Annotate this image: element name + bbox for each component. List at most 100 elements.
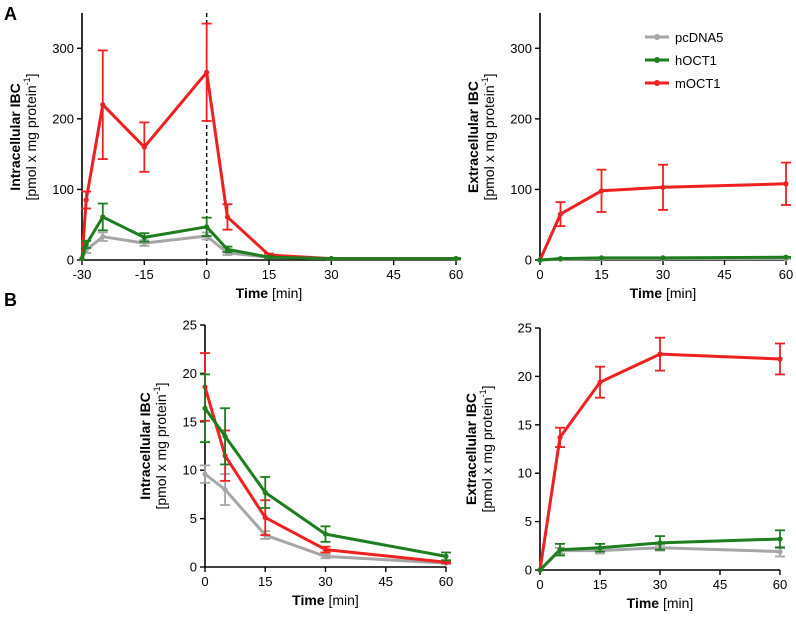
- data-point: [141, 234, 147, 241]
- y-tick-label: 10: [518, 466, 532, 481]
- data-point: [777, 356, 783, 362]
- y-axis-label-bracket: ]: [23, 73, 39, 77]
- x-axis-label-bold: Time: [292, 592, 325, 608]
- y-tick-label: 0: [67, 253, 74, 268]
- y-axis-label-unit-text: [pmol x mg protein: [481, 85, 497, 200]
- y-axis-label-superscript: -1: [480, 77, 490, 85]
- x-axis-label-unit: [min]: [268, 285, 302, 301]
- legend-marker-moct1: [654, 80, 660, 86]
- data-point: [537, 567, 543, 573]
- data-point: [262, 515, 268, 521]
- x-tick-label: 15: [258, 574, 272, 589]
- y-axis-label-unit: [pmol x mg protein-1]: [152, 382, 169, 509]
- y-axis-label: Extracellular IBC [pmol x mg protein-1]: [465, 73, 497, 200]
- x-tick-label: 45: [379, 574, 393, 589]
- x-tick-label: 30: [324, 267, 338, 282]
- series-hoct1: [200, 373, 451, 562]
- x-axis-label: Time [min]: [630, 285, 697, 301]
- data-point: [597, 545, 603, 551]
- y-tick-label: 20: [183, 366, 197, 381]
- data-point: [204, 224, 210, 230]
- y-tick-label: 200: [52, 111, 74, 126]
- x-tick-label: 30: [318, 574, 332, 589]
- data-point: [453, 255, 459, 262]
- legend-marker-pcdna5: [654, 34, 660, 40]
- data-point: [266, 254, 272, 260]
- series-moct1: [537, 336, 785, 573]
- data-point: [224, 246, 231, 253]
- x-tick-label: 45: [713, 577, 727, 592]
- x-tick-label: 30: [656, 267, 670, 282]
- y-axis-label: Extracellular IBC [pmol x mg protein-1]: [463, 385, 495, 512]
- x-tick-label: 0: [201, 574, 208, 589]
- y-axis-label-unit-text: [pmol x mg protein: [153, 394, 169, 509]
- data-point: [660, 184, 666, 190]
- y-tick-label: 0: [525, 563, 532, 578]
- y-axis-label-title: Extracellular IBC: [465, 81, 481, 193]
- y-tick-label: 15: [183, 414, 197, 429]
- legend-label-pcdna5: pcDNA5: [675, 30, 723, 45]
- data-point: [202, 471, 208, 477]
- data-point: [79, 255, 85, 262]
- x-axis-label-unit: [min]: [325, 592, 359, 608]
- x-axis-label-unit: [min]: [662, 285, 696, 301]
- chart-a1: 0 100 200 300 -30 -15 0 15 30 45 60 Time [min] Intra…: [7, 13, 463, 301]
- x-axis-label: Time [min]: [627, 595, 694, 611]
- data-point: [777, 549, 783, 555]
- y-tick-label: 200: [510, 111, 532, 126]
- legend-label-hoct1: hOCT1: [675, 53, 717, 68]
- series-hoct1: [537, 254, 791, 263]
- data-point: [262, 489, 268, 496]
- series-line: [80, 70, 456, 261]
- y-tick-label: 100: [510, 182, 532, 197]
- x-tick-label: -30: [73, 267, 92, 282]
- x-tick-label: -15: [135, 267, 154, 282]
- data-point: [777, 536, 783, 542]
- y-axis-label: Intracellular IBC [pmol x mg protein-1]: [137, 382, 169, 509]
- x-tick-label: 60: [449, 267, 463, 282]
- data-point: [557, 434, 563, 440]
- x-tick-label: 15: [593, 577, 607, 592]
- chart-a2: 0 100 200 300 0 15 30 45 60 Time [min] Extracellul…: [465, 13, 793, 301]
- data-point: [222, 433, 228, 439]
- data-point: [83, 197, 89, 203]
- y-tick-label: 15: [518, 417, 532, 432]
- data-point: [202, 405, 208, 411]
- y-axis-label-superscript: -1: [22, 77, 32, 85]
- data-point: [100, 214, 106, 220]
- data-point: [83, 241, 89, 248]
- x-axis-label-bold: Time: [627, 595, 660, 611]
- y-tick-label: 0: [525, 253, 532, 268]
- y-tick-label: 5: [190, 511, 197, 526]
- x-axis-label: Time [min]: [292, 592, 359, 608]
- x-tick-label: 30: [653, 577, 667, 592]
- x-axis-label-unit: [min]: [659, 595, 693, 611]
- chart-b2: 0 5 10 15 20 25 0 15 30 45 60 Time [min] Extracellul…: [463, 321, 787, 612]
- data-point: [783, 181, 789, 187]
- data-point: [598, 255, 605, 261]
- legend-marker-hoct1: [654, 57, 660, 63]
- data-point: [657, 540, 663, 546]
- y-axis-label-unit-text: [pmol x mg protein: [479, 397, 495, 512]
- y-axis-label-bracket: ]: [481, 73, 497, 77]
- x-tick-label: 0: [536, 267, 543, 282]
- data-point: [328, 255, 334, 262]
- data-point: [322, 553, 329, 559]
- y-axis-label-unit: [pmol x mg protein-1]: [480, 73, 497, 200]
- series-hoct1: [79, 202, 461, 262]
- y-tick-label: 25: [183, 318, 197, 333]
- y-tick-label: 300: [52, 41, 74, 56]
- legend-label-moct1: mOCT1: [675, 76, 721, 91]
- y-axis-label-unit: [pmol x mg protein-1]: [478, 385, 495, 512]
- series-moct1: [537, 161, 791, 263]
- series-moct1: [79, 22, 461, 262]
- data-point: [322, 546, 329, 553]
- series-hoct1: [537, 529, 785, 573]
- data-point: [100, 102, 106, 108]
- x-tick-label: 15: [594, 267, 608, 282]
- data-point: [657, 351, 663, 357]
- y-axis-label-title: Extracellular IBC: [463, 393, 479, 505]
- x-tick-label: 15: [262, 267, 276, 282]
- x-axis-label: Time [min]: [236, 285, 303, 301]
